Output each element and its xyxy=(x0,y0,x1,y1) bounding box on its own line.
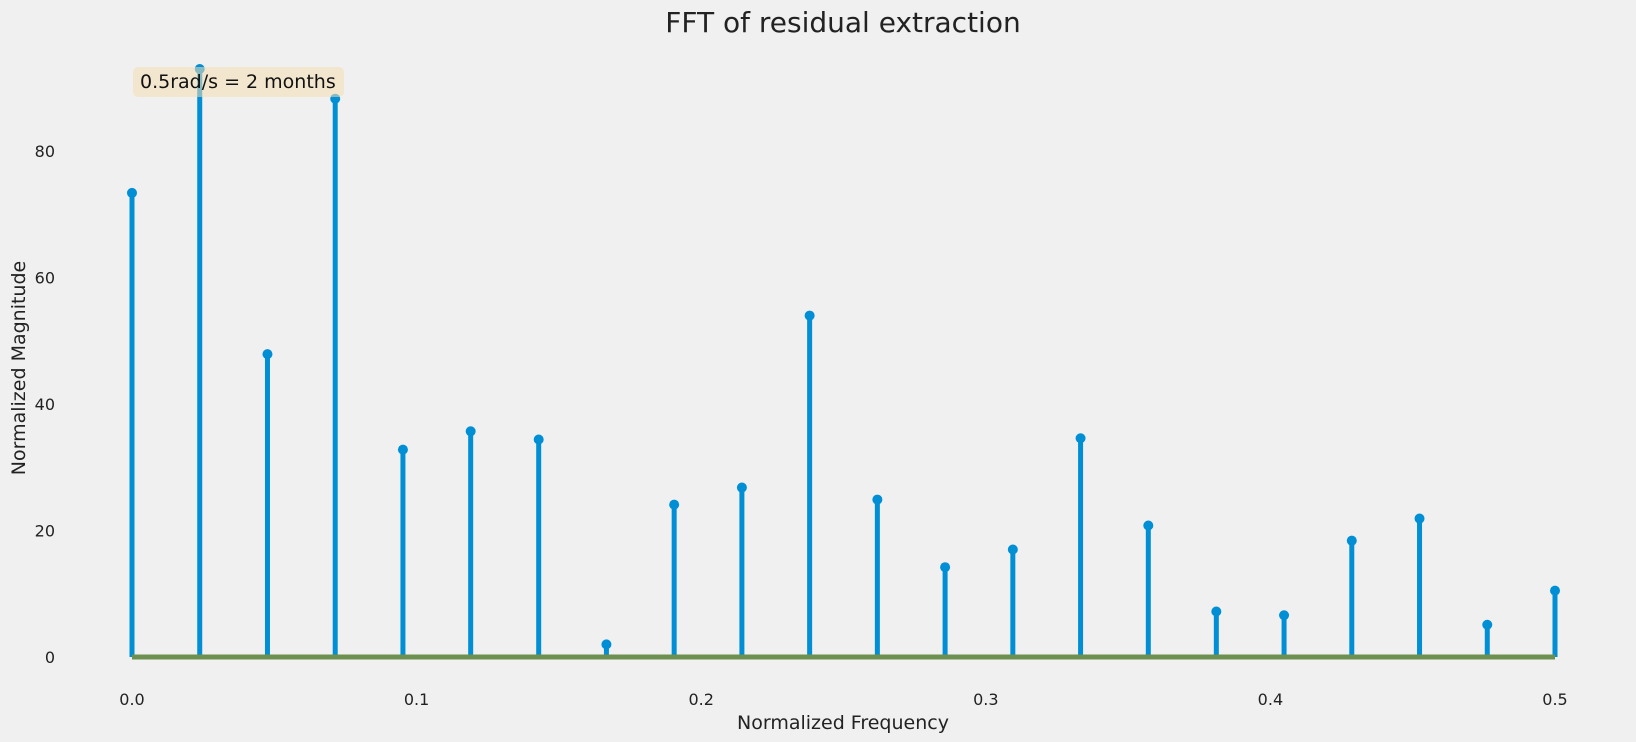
stem-markers xyxy=(127,64,1560,650)
stem-marker xyxy=(1143,520,1154,531)
annotation-background xyxy=(133,67,344,97)
stem-marker xyxy=(262,349,273,360)
x-tick-label: 0.5 xyxy=(1542,690,1567,709)
stem-marker xyxy=(1482,619,1493,630)
x-tick-label: 0.0 xyxy=(119,690,144,709)
chart-title: FFT of residual extraction xyxy=(665,6,1020,39)
stem-marker xyxy=(465,426,476,437)
stem-marker xyxy=(1075,433,1086,444)
stem-marker xyxy=(1211,606,1222,617)
stem-marker xyxy=(601,639,612,650)
stem-marker xyxy=(940,562,951,573)
x-tick-label: 0.3 xyxy=(973,690,998,709)
y-tick-label: 60 xyxy=(35,269,55,288)
stem-marker xyxy=(804,310,815,321)
y-tick-label: 20 xyxy=(35,522,55,541)
stem-marker xyxy=(736,482,747,493)
stem-marker xyxy=(872,494,883,505)
y-tick-label: 40 xyxy=(35,395,55,414)
stem-marker xyxy=(127,187,137,198)
x-axis-label: Normalized Frequency xyxy=(737,712,949,734)
stem-marker xyxy=(1414,513,1425,524)
stem-marker xyxy=(533,434,544,445)
x-axis-ticks: 0.0 0.1 0.2 0.3 0.4 0.5 xyxy=(119,690,1567,709)
y-axis-ticks: 0 20 40 60 80 xyxy=(35,142,55,667)
y-tick-label: 0 xyxy=(45,648,55,667)
stem-marker xyxy=(669,499,680,510)
x-tick-label: 0.1 xyxy=(404,690,429,709)
y-tick-label: 80 xyxy=(35,142,55,161)
stem-marker xyxy=(397,444,408,455)
stem-marker xyxy=(1550,585,1560,596)
x-tick-label: 0.4 xyxy=(1258,690,1283,709)
stem-marker xyxy=(1279,610,1290,621)
stem-series xyxy=(129,69,1558,657)
stem-marker xyxy=(1007,544,1018,555)
y-axis-label: Normalized Magnitude xyxy=(8,261,30,475)
x-tick-label: 0.2 xyxy=(688,690,713,709)
stem-marker xyxy=(1346,535,1357,546)
annotation-box: 0.5rad/s = 2 months xyxy=(133,67,344,97)
annotation-text: 0.5rad/s = 2 months xyxy=(140,71,336,93)
